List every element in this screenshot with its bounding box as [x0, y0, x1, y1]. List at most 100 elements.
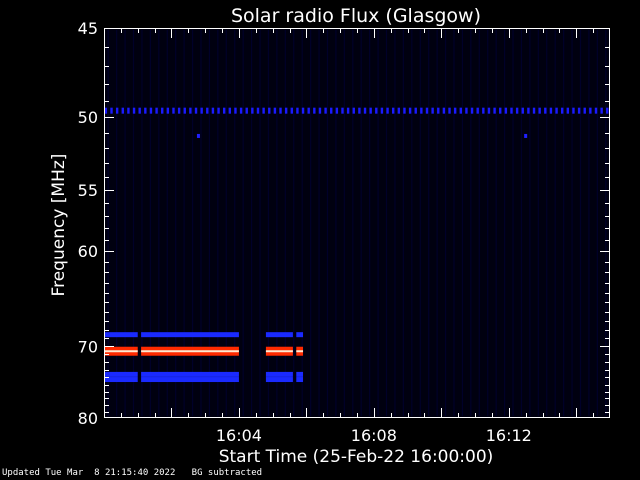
carrier-dot — [566, 107, 570, 114]
carrier-dot — [104, 107, 108, 114]
carrier-dot — [555, 107, 558, 114]
x-axis-label: Start Time (25-Feb-22 16:00:00) — [219, 447, 494, 467]
carrier-dot — [138, 107, 141, 114]
signal-band-core — [141, 350, 239, 353]
x-tick-label: 16:04 — [216, 426, 262, 445]
footer: Updated Tue Mar 8 21:15:40 2022 BG subtr… — [2, 468, 262, 478]
signal-band-segment — [296, 332, 304, 338]
carrier-dot — [251, 107, 254, 114]
carrier-dot — [245, 107, 248, 114]
x-tick-label: 16:08 — [351, 426, 397, 445]
signal-band-segment — [104, 377, 138, 383]
carrier-dot — [161, 107, 164, 114]
signal-band-segment — [104, 332, 138, 338]
signal-band-core — [265, 350, 293, 353]
updated-timestamp: Updated Tue Mar 8 21:15:40 2022 — [2, 468, 176, 478]
carrier-dot — [273, 107, 277, 114]
carrier-dot — [290, 107, 293, 114]
carrier-dot — [307, 107, 310, 114]
carrier-dot — [324, 107, 327, 114]
carrier-dot — [239, 107, 243, 114]
carrier-dot — [341, 107, 344, 114]
carrier-dot — [549, 107, 553, 114]
signal-band-segment — [141, 377, 239, 383]
carrier-dot — [234, 107, 237, 114]
signal-band-segment — [104, 371, 138, 377]
carrier-dot — [560, 107, 564, 114]
x-tick-label: 16:12 — [486, 426, 532, 445]
carrier-dot — [352, 107, 355, 114]
carrier-dot — [583, 107, 586, 114]
carrier-dot — [330, 107, 333, 114]
carrier-dot — [284, 107, 288, 114]
y-tick-label: 45 — [78, 19, 98, 38]
axis-ticks: 16:04 16:08 16:12 45 50 55 60 70 80 — [78, 19, 610, 445]
carrier-dot — [397, 107, 401, 114]
carrier-dot — [279, 107, 282, 114]
carrier-dot — [521, 107, 524, 114]
carrier-dot — [442, 107, 446, 114]
carrier-dot — [408, 107, 412, 114]
carrier-dot — [572, 107, 575, 114]
carrier-dot — [144, 107, 147, 114]
carrier-dot — [115, 107, 119, 114]
carrier-dot — [189, 107, 192, 114]
carrier-dot — [538, 107, 541, 114]
carrier-dot — [465, 107, 468, 114]
carrier-dot — [335, 107, 339, 114]
carrier-dot — [380, 107, 384, 114]
carrier-dot — [375, 107, 378, 114]
carrier-dot — [504, 107, 508, 114]
plot-area — [104, 28, 610, 418]
carrier-dot — [499, 107, 502, 114]
carrier-dot — [296, 107, 299, 114]
carrier-dot — [431, 107, 434, 114]
carrier-dot — [262, 107, 265, 114]
carrier-dot — [577, 107, 581, 114]
signal-band-segment — [265, 332, 293, 338]
carrier-dot — [369, 107, 372, 114]
carrier-dot — [589, 107, 592, 114]
signal-band-core — [104, 350, 138, 353]
signal-band-segment — [141, 332, 239, 338]
carrier-dot — [228, 107, 232, 114]
signal-band-segment — [141, 371, 239, 377]
carrier-dot — [256, 107, 260, 114]
carrier-dot — [194, 107, 198, 114]
carrier-dot — [470, 107, 474, 114]
carrier-dot — [110, 107, 113, 114]
carrier-dot — [453, 107, 457, 114]
carrier-dot — [206, 107, 209, 114]
carrier-dot — [482, 107, 485, 114]
carrier-dot — [386, 107, 389, 114]
carrier-dot — [127, 107, 130, 114]
carrier-dot — [532, 107, 536, 114]
carrier-dot — [459, 107, 462, 114]
carrier-dot — [217, 107, 220, 114]
y-axis-label: Frequency [MHz] — [49, 154, 69, 297]
carrier-dot — [166, 107, 170, 114]
carrier-dot — [515, 107, 519, 114]
carrier-dot — [183, 107, 186, 114]
signal-band-segment — [296, 377, 304, 383]
signal-dot — [524, 133, 528, 138]
carrier-dot — [544, 107, 547, 114]
y-tick-label: 55 — [78, 181, 98, 200]
carrier-dot — [527, 107, 530, 114]
carrier-dot — [268, 107, 271, 114]
y-tick-label: 80 — [78, 409, 98, 428]
carrier-dot — [414, 107, 417, 114]
carrier-dot — [476, 107, 479, 114]
carrier-dot — [391, 107, 395, 114]
spectrogram-features — [104, 30, 609, 416]
carrier-dot — [172, 107, 175, 114]
chart-title: Solar radio Flux (Glasgow) — [231, 5, 481, 27]
signal-band-segment — [296, 371, 304, 377]
y-tick-label: 60 — [78, 242, 98, 261]
y-tick-label: 70 — [78, 337, 98, 356]
carrier-dot — [437, 107, 440, 114]
carrier-dot — [594, 107, 598, 114]
signal-band-segment — [265, 377, 293, 383]
y-tick-label: 50 — [78, 108, 98, 127]
